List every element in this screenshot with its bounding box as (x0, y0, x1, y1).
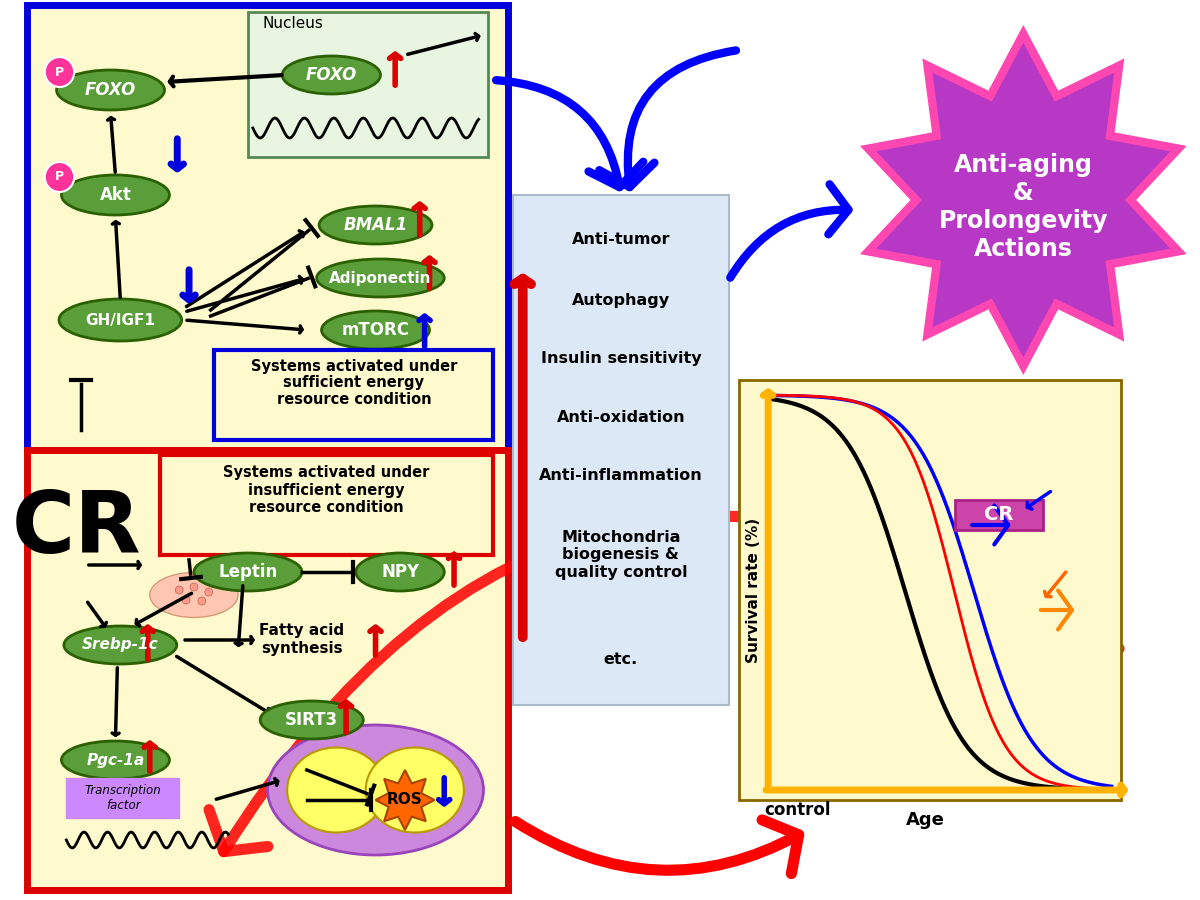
Ellipse shape (59, 299, 181, 341)
Text: Anti-oxidation: Anti-oxidation (557, 410, 685, 426)
Circle shape (198, 597, 205, 605)
Text: Anti-aging: Anti-aging (954, 153, 1093, 177)
FancyArrowPatch shape (1040, 590, 1072, 629)
FancyArrowPatch shape (731, 184, 848, 277)
Text: Systems activated under: Systems activated under (223, 465, 430, 481)
Ellipse shape (366, 748, 464, 832)
Text: CR: CR (984, 506, 1014, 525)
Text: Survival rate (%): Survival rate (%) (746, 518, 761, 662)
Ellipse shape (282, 56, 380, 94)
FancyBboxPatch shape (955, 500, 1043, 530)
Text: control: control (764, 801, 830, 819)
Text: etc.: etc. (604, 652, 638, 668)
Polygon shape (860, 25, 1187, 375)
Circle shape (182, 596, 190, 604)
Text: Fatty acid: Fatty acid (259, 623, 344, 637)
Circle shape (44, 57, 74, 87)
Text: Leptin: Leptin (218, 563, 277, 581)
FancyBboxPatch shape (28, 5, 508, 450)
Ellipse shape (356, 553, 444, 591)
Text: Prolongevity: Prolongevity (938, 209, 1108, 233)
FancyArrowPatch shape (496, 80, 643, 187)
Text: FOXO: FOXO (306, 66, 356, 84)
Ellipse shape (61, 175, 169, 215)
FancyArrowPatch shape (515, 820, 799, 874)
Text: Mitochondria
biogenesis &
quality control: Mitochondria biogenesis & quality contro… (554, 530, 688, 580)
Ellipse shape (56, 70, 164, 110)
FancyBboxPatch shape (28, 450, 508, 890)
Text: Nucleus: Nucleus (263, 16, 324, 31)
Polygon shape (876, 42, 1170, 357)
Text: P: P (55, 66, 64, 78)
Ellipse shape (287, 748, 385, 832)
Ellipse shape (194, 553, 302, 591)
Text: Systems activated under: Systems activated under (251, 359, 457, 374)
Text: sufficient energy: sufficient energy (283, 375, 425, 391)
Text: Transcription
factor: Transcription factor (85, 784, 162, 812)
Text: Insulin sensitivity: Insulin sensitivity (540, 350, 701, 365)
Text: Srebp-1c: Srebp-1c (82, 637, 158, 652)
Ellipse shape (322, 311, 430, 349)
Circle shape (190, 583, 198, 591)
FancyArrowPatch shape (209, 517, 1120, 851)
Text: Akt: Akt (100, 186, 131, 204)
Text: Actions: Actions (974, 237, 1073, 261)
Text: Autophagy: Autophagy (572, 292, 670, 308)
FancyBboxPatch shape (739, 380, 1122, 800)
FancyBboxPatch shape (214, 350, 493, 440)
Text: Adiponectin: Adiponectin (329, 271, 432, 285)
Ellipse shape (260, 701, 364, 739)
Text: CR: CR (11, 489, 140, 572)
Ellipse shape (150, 572, 238, 617)
Text: Anti-inflammation: Anti-inflammation (539, 467, 703, 482)
Text: ROS: ROS (388, 793, 422, 807)
Circle shape (175, 586, 184, 594)
Polygon shape (376, 770, 434, 830)
FancyBboxPatch shape (66, 778, 179, 818)
Text: GH/IGF1: GH/IGF1 (85, 312, 155, 328)
Text: synthesis: synthesis (262, 641, 343, 655)
Ellipse shape (268, 725, 484, 855)
Text: P: P (55, 170, 64, 184)
FancyBboxPatch shape (512, 195, 728, 705)
FancyBboxPatch shape (248, 12, 488, 157)
Circle shape (205, 588, 212, 596)
Text: Age: Age (906, 811, 944, 829)
Circle shape (44, 162, 74, 192)
Ellipse shape (317, 259, 444, 297)
FancyArrowPatch shape (599, 50, 736, 187)
FancyArrowPatch shape (972, 506, 1008, 544)
Text: resource condition: resource condition (250, 500, 403, 515)
Text: Anti-tumor: Anti-tumor (571, 232, 670, 248)
Text: BMAL1: BMAL1 (343, 216, 408, 234)
Text: Pgc-1a: Pgc-1a (86, 752, 144, 768)
FancyBboxPatch shape (160, 455, 493, 555)
Text: resource condition: resource condition (277, 392, 431, 407)
Ellipse shape (319, 206, 432, 244)
Text: FOXO: FOXO (85, 81, 136, 99)
Ellipse shape (61, 741, 169, 779)
Text: &: & (1013, 181, 1033, 205)
Text: NPY: NPY (382, 563, 419, 581)
Text: insufficient energy: insufficient energy (248, 482, 404, 498)
Ellipse shape (64, 626, 176, 664)
Text: mTORC: mTORC (342, 321, 409, 339)
Text: SIRT3: SIRT3 (286, 711, 338, 729)
